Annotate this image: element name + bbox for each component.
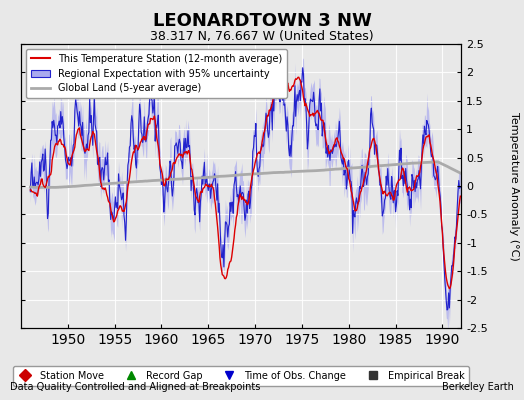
Text: Data Quality Controlled and Aligned at Breakpoints: Data Quality Controlled and Aligned at B… xyxy=(10,382,261,392)
Text: Berkeley Earth: Berkeley Earth xyxy=(442,382,514,392)
Text: LEONARDTOWN 3 NW: LEONARDTOWN 3 NW xyxy=(152,12,372,30)
Legend: Station Move, Record Gap, Time of Obs. Change, Empirical Break: Station Move, Record Gap, Time of Obs. C… xyxy=(13,366,470,386)
Text: 38.317 N, 76.667 W (United States): 38.317 N, 76.667 W (United States) xyxy=(150,30,374,43)
Y-axis label: Temperature Anomaly (°C): Temperature Anomaly (°C) xyxy=(509,112,519,260)
